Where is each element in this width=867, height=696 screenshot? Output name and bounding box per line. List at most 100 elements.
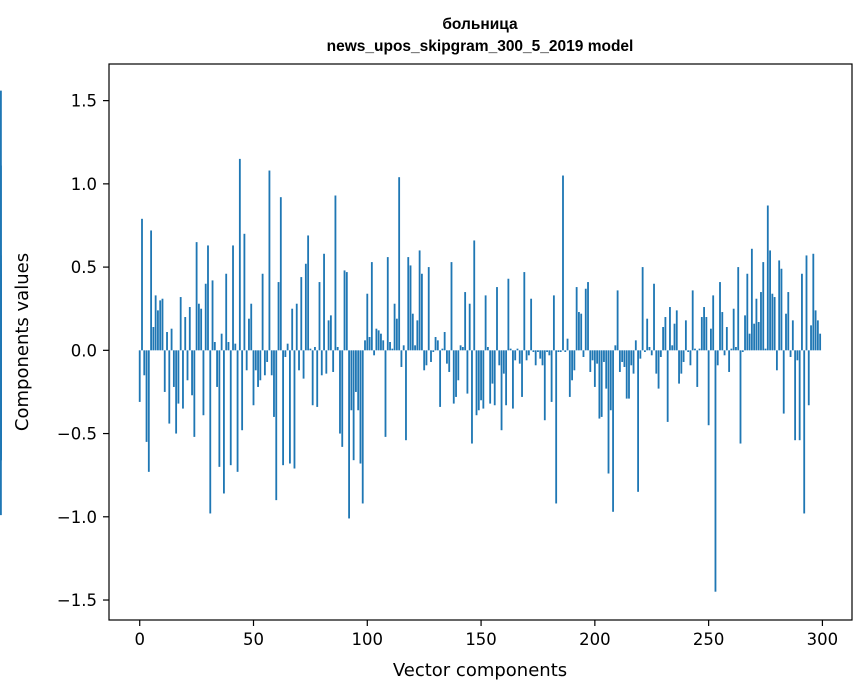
bar [705, 317, 708, 351]
bar [200, 308, 203, 351]
bar [236, 350, 239, 472]
bar [0, 275, 2, 351]
bar [232, 245, 234, 351]
bar [439, 350, 442, 407]
bar [400, 350, 403, 367]
bar [550, 350, 553, 402]
y-tick-label: 1.5 [71, 92, 97, 111]
bar [329, 315, 332, 351]
bar [373, 350, 376, 356]
bar [284, 350, 287, 357]
bar [580, 313, 583, 351]
bar [634, 340, 637, 351]
bar [261, 273, 264, 351]
bar [666, 350, 669, 422]
bar [762, 262, 765, 351]
bar [341, 350, 344, 447]
bar [177, 350, 180, 404]
bar [673, 323, 676, 351]
x-tick-label: 50 [243, 630, 264, 649]
bar [259, 350, 262, 381]
bar [609, 350, 612, 411]
bar [461, 346, 464, 351]
bar [254, 350, 257, 371]
bar [466, 350, 469, 394]
bar [159, 300, 162, 351]
bar [188, 307, 191, 351]
bar [418, 250, 421, 351]
bar [496, 287, 498, 351]
bar [605, 350, 608, 389]
bar [798, 350, 801, 441]
y-tick-label: −1.0 [57, 508, 97, 527]
bar [662, 327, 665, 351]
bar [300, 277, 303, 351]
bar [163, 350, 166, 392]
bar [562, 175, 564, 351]
bar [641, 267, 644, 351]
bar [243, 233, 246, 351]
bar [464, 292, 467, 351]
bar [684, 320, 687, 351]
bar [279, 197, 282, 351]
bar [632, 350, 635, 374]
bar [659, 350, 662, 357]
bar [471, 350, 473, 444]
bar [384, 350, 387, 437]
bar [154, 295, 157, 351]
bar [803, 350, 806, 514]
bar [245, 350, 248, 371]
bar [436, 340, 439, 351]
bar [211, 280, 214, 351]
bar [644, 350, 646, 352]
bar [785, 313, 787, 351]
bar [534, 350, 537, 366]
y-axis-label: Components values [12, 253, 33, 431]
bar [263, 350, 266, 376]
bar [430, 350, 432, 362]
bar [452, 350, 455, 404]
bar [566, 338, 569, 351]
bar [425, 350, 428, 366]
bar [266, 350, 269, 362]
bar [416, 320, 419, 351]
bar [568, 350, 571, 397]
bar [277, 282, 280, 351]
bar [227, 342, 230, 351]
bar [293, 350, 296, 469]
bar [179, 297, 182, 351]
bar [730, 348, 733, 351]
bar [491, 350, 494, 384]
bar [475, 350, 478, 416]
bar [748, 333, 751, 351]
bar [812, 253, 815, 351]
bar [361, 350, 364, 504]
bar [603, 350, 605, 362]
bar [669, 307, 671, 351]
bar [377, 330, 380, 351]
bar [407, 257, 410, 351]
bar [289, 350, 291, 464]
bar [573, 350, 576, 371]
chart-subtitle: news_upos_skipgram_300_5_2019 model [327, 38, 634, 55]
bar [182, 350, 184, 409]
bar [191, 350, 193, 396]
bar [325, 350, 328, 374]
y-tick-label: −1.5 [57, 591, 97, 610]
bar [291, 308, 294, 351]
bar [395, 318, 398, 351]
bar [548, 350, 551, 356]
bar [484, 295, 487, 351]
bar [773, 297, 776, 351]
bar [552, 295, 555, 351]
bar [389, 342, 391, 351]
bar [209, 350, 212, 514]
bar [218, 350, 221, 467]
bar [138, 350, 141, 402]
bar [657, 350, 660, 389]
bar [612, 350, 614, 512]
bar [382, 340, 385, 351]
bar [682, 350, 685, 362]
bar [782, 350, 785, 414]
bar [557, 350, 560, 352]
